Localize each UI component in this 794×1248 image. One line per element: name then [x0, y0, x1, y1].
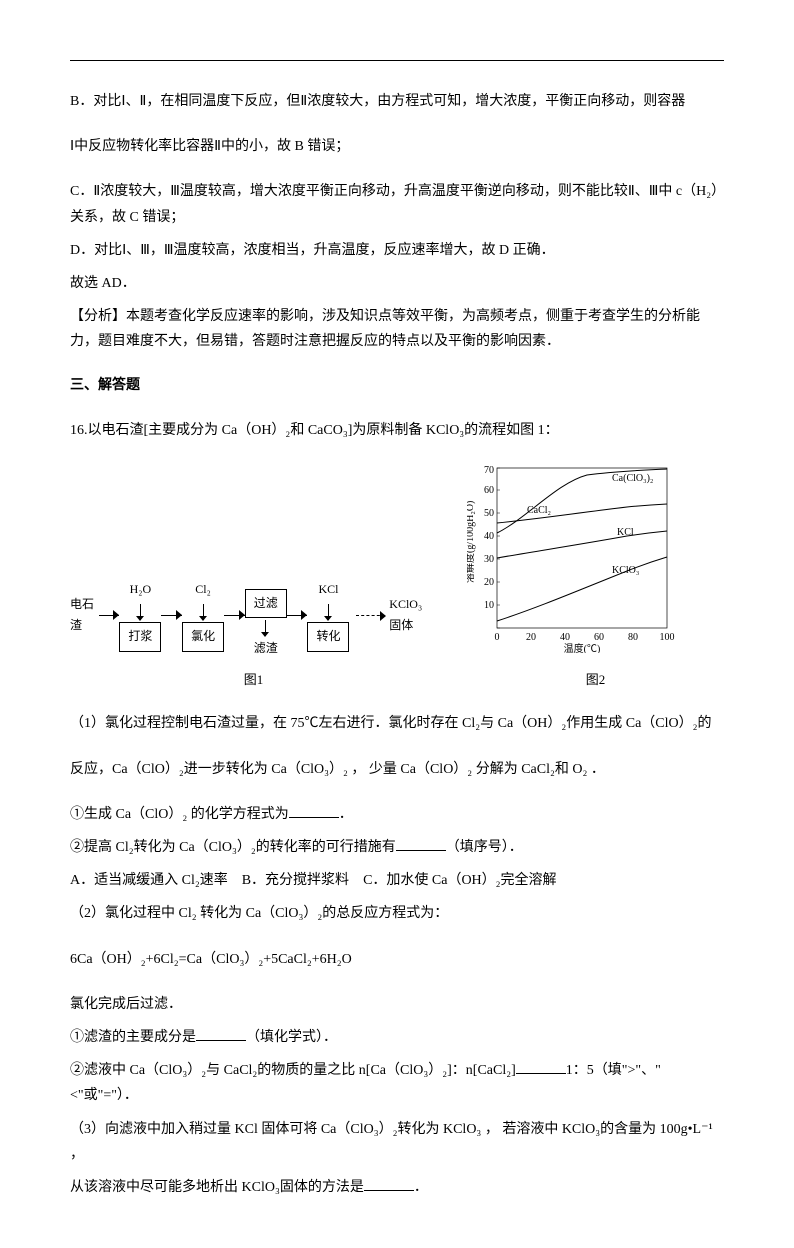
svg-text:温度(℃): 温度(℃): [564, 642, 601, 653]
section-3-heading: 三、解答题: [70, 373, 724, 398]
figure-1: 电石渣 H₂O 打浆 Cl₂ 氯化 过滤: [70, 519, 437, 692]
svg-text:20: 20: [526, 632, 536, 643]
flow-start: 电石渣: [70, 594, 99, 637]
flow-box-4: 转化: [307, 622, 349, 652]
process-flow: 电石渣 H₂O 打浆 Cl₂ 氯化 过滤: [70, 569, 437, 662]
after-filter: 氯化完成后过滤．: [70, 992, 724, 1017]
down-arrow-icon: [265, 620, 266, 636]
dotted-arrow-icon: [356, 615, 385, 616]
blank-input[interactable]: [396, 836, 446, 851]
q3-line2: 从该溶液中尽可能多地析出 KClO₃固体的方法是．: [70, 1175, 724, 1200]
svg-text:30: 30: [484, 554, 494, 565]
opt-c: C．加水使 Ca（OH）₂完全溶解: [363, 873, 557, 888]
svg-text:20: 20: [484, 577, 494, 588]
answer-select: 故选 AD．: [70, 271, 724, 296]
answer-b-line2: Ⅰ中反应物转化率比容器Ⅱ中的小，故 B 错误；: [70, 134, 724, 159]
flow-input-kcl: KCl: [318, 579, 338, 601]
svg-text:40: 40: [484, 531, 494, 542]
svg-text:溶解度(g/100gH₂O): 溶解度(g/100gH₂O): [467, 501, 476, 583]
opt-b: B．充分搅拌浆料: [242, 873, 349, 888]
options-abc: A．适当减缓通入 Cl₂速率 B．充分搅拌浆料 C．加水使 Ca（OH）₂完全溶…: [70, 868, 724, 893]
figure-2: 10 20 30 40 50 60 70 0 20 40 60 80 100 温…: [467, 463, 724, 692]
svg-text:50: 50: [484, 508, 494, 519]
figure-1-caption: 图1: [70, 668, 437, 691]
q2-text: （2）氯化过程中 Cl₂ 转化为 Ca（ClO₃）₂的总反应方程式为：: [70, 901, 724, 926]
svg-text:KCl: KCl: [617, 527, 634, 538]
down-arrow-icon: [203, 604, 204, 620]
svg-text:60: 60: [484, 485, 494, 496]
solubility-chart: 10 20 30 40 50 60 70 0 20 40 60 80 100 温…: [467, 463, 677, 653]
flow-box-2: 氯化: [182, 622, 224, 652]
answer-d: D．对比Ⅰ、Ⅲ，Ⅲ温度较高，浓度相当，升高温度，反应速率增大，故 D 正确．: [70, 238, 724, 263]
arrow-icon: [99, 608, 120, 622]
figure-row: 电石渣 H₂O 打浆 Cl₂ 氯化 过滤: [70, 463, 724, 692]
svg-text:Ca(ClO₃)₂: Ca(ClO₃)₂: [612, 473, 653, 484]
answer-b-line1: B．对比Ⅰ、Ⅱ，在相同温度下反应，但Ⅱ浓度较大，由方程式可知，增大浓度，平衡正向…: [70, 89, 724, 114]
answer-c: C．Ⅱ浓度较大，Ⅲ温度较高，增大浓度平衡正向移动，升高温度平衡逆向移动，则不能比…: [70, 179, 724, 229]
opt-a: A．适当减缓通入 Cl₂速率: [70, 873, 228, 888]
flow-end: KClO₃ 固体: [389, 594, 437, 637]
flow-input-cl2: Cl₂: [195, 579, 211, 601]
q2-sub2: ②滤液中 Ca（ClO₃）₂与 CaCl₂的物质的量之比 n[Ca（ClO₃）₂…: [70, 1058, 724, 1108]
arrow-icon: [287, 608, 308, 622]
svg-text:0: 0: [494, 632, 499, 643]
svg-text:KClO₃: KClO₃: [612, 565, 639, 576]
q2-sub1: ①滤渣的主要成分是（填化学式）．: [70, 1025, 724, 1050]
analysis-text: 【分析】本题考查化学反应速率的影响，涉及知识点等效平衡，为高频考点，侧重于考查学…: [70, 304, 724, 354]
q1-sub1: ①生成 Ca（ClO）₂ 的化学方程式为．: [70, 802, 724, 827]
figure-2-caption: 图2: [467, 668, 724, 691]
svg-text:40: 40: [560, 632, 570, 643]
svg-text:CaCl₂: CaCl₂: [527, 505, 551, 516]
svg-text:10: 10: [484, 600, 494, 611]
flow-box-3: 过滤: [245, 589, 287, 619]
svg-text:60: 60: [594, 632, 604, 643]
q3-line1: （3）向滤液中加入稍过量 KCl 固体可将 Ca（ClO₃）₂转化为 KClO₃…: [70, 1117, 724, 1167]
flow-input-h2o: H₂O: [130, 579, 152, 601]
flow-residue: 滤渣: [254, 638, 278, 660]
q1-text-a: （1）氯化过程控制电石渣过量，在 75℃左右进行．氯化时存在 Cl₂与 Ca（O…: [70, 711, 724, 736]
blank-input[interactable]: [289, 803, 339, 818]
svg-text:100: 100: [659, 632, 674, 643]
down-arrow-icon: [140, 604, 141, 620]
svg-text:80: 80: [628, 632, 638, 643]
blank-input[interactable]: [516, 1059, 566, 1074]
arrow-icon: [161, 608, 182, 622]
flow-box-1: 打浆: [119, 622, 161, 652]
equation: 6Ca（OH）₂+6Cl₂=Ca（ClO₃）₂+5CaCl₂+6H₂O: [70, 947, 724, 972]
blank-input[interactable]: [364, 1176, 414, 1191]
q1-text-b: 反应，Ca（ClO）₂进一步转化为 Ca（ClO₃）₂ ， 少量 Ca（ClO）…: [70, 757, 724, 782]
svg-text:70: 70: [484, 465, 494, 476]
q1-sub2: ②提高 Cl₂转化为 Ca（ClO₃）₂的转化率的可行措施有（填序号）．: [70, 835, 724, 860]
q16-intro: 16.以电石渣[主要成分为 Ca（OH）₂和 CaCO₃]为原料制备 KClO₃…: [70, 418, 724, 443]
down-arrow-icon: [328, 604, 329, 620]
blank-input[interactable]: [196, 1026, 246, 1041]
arrow-icon: [224, 608, 245, 622]
